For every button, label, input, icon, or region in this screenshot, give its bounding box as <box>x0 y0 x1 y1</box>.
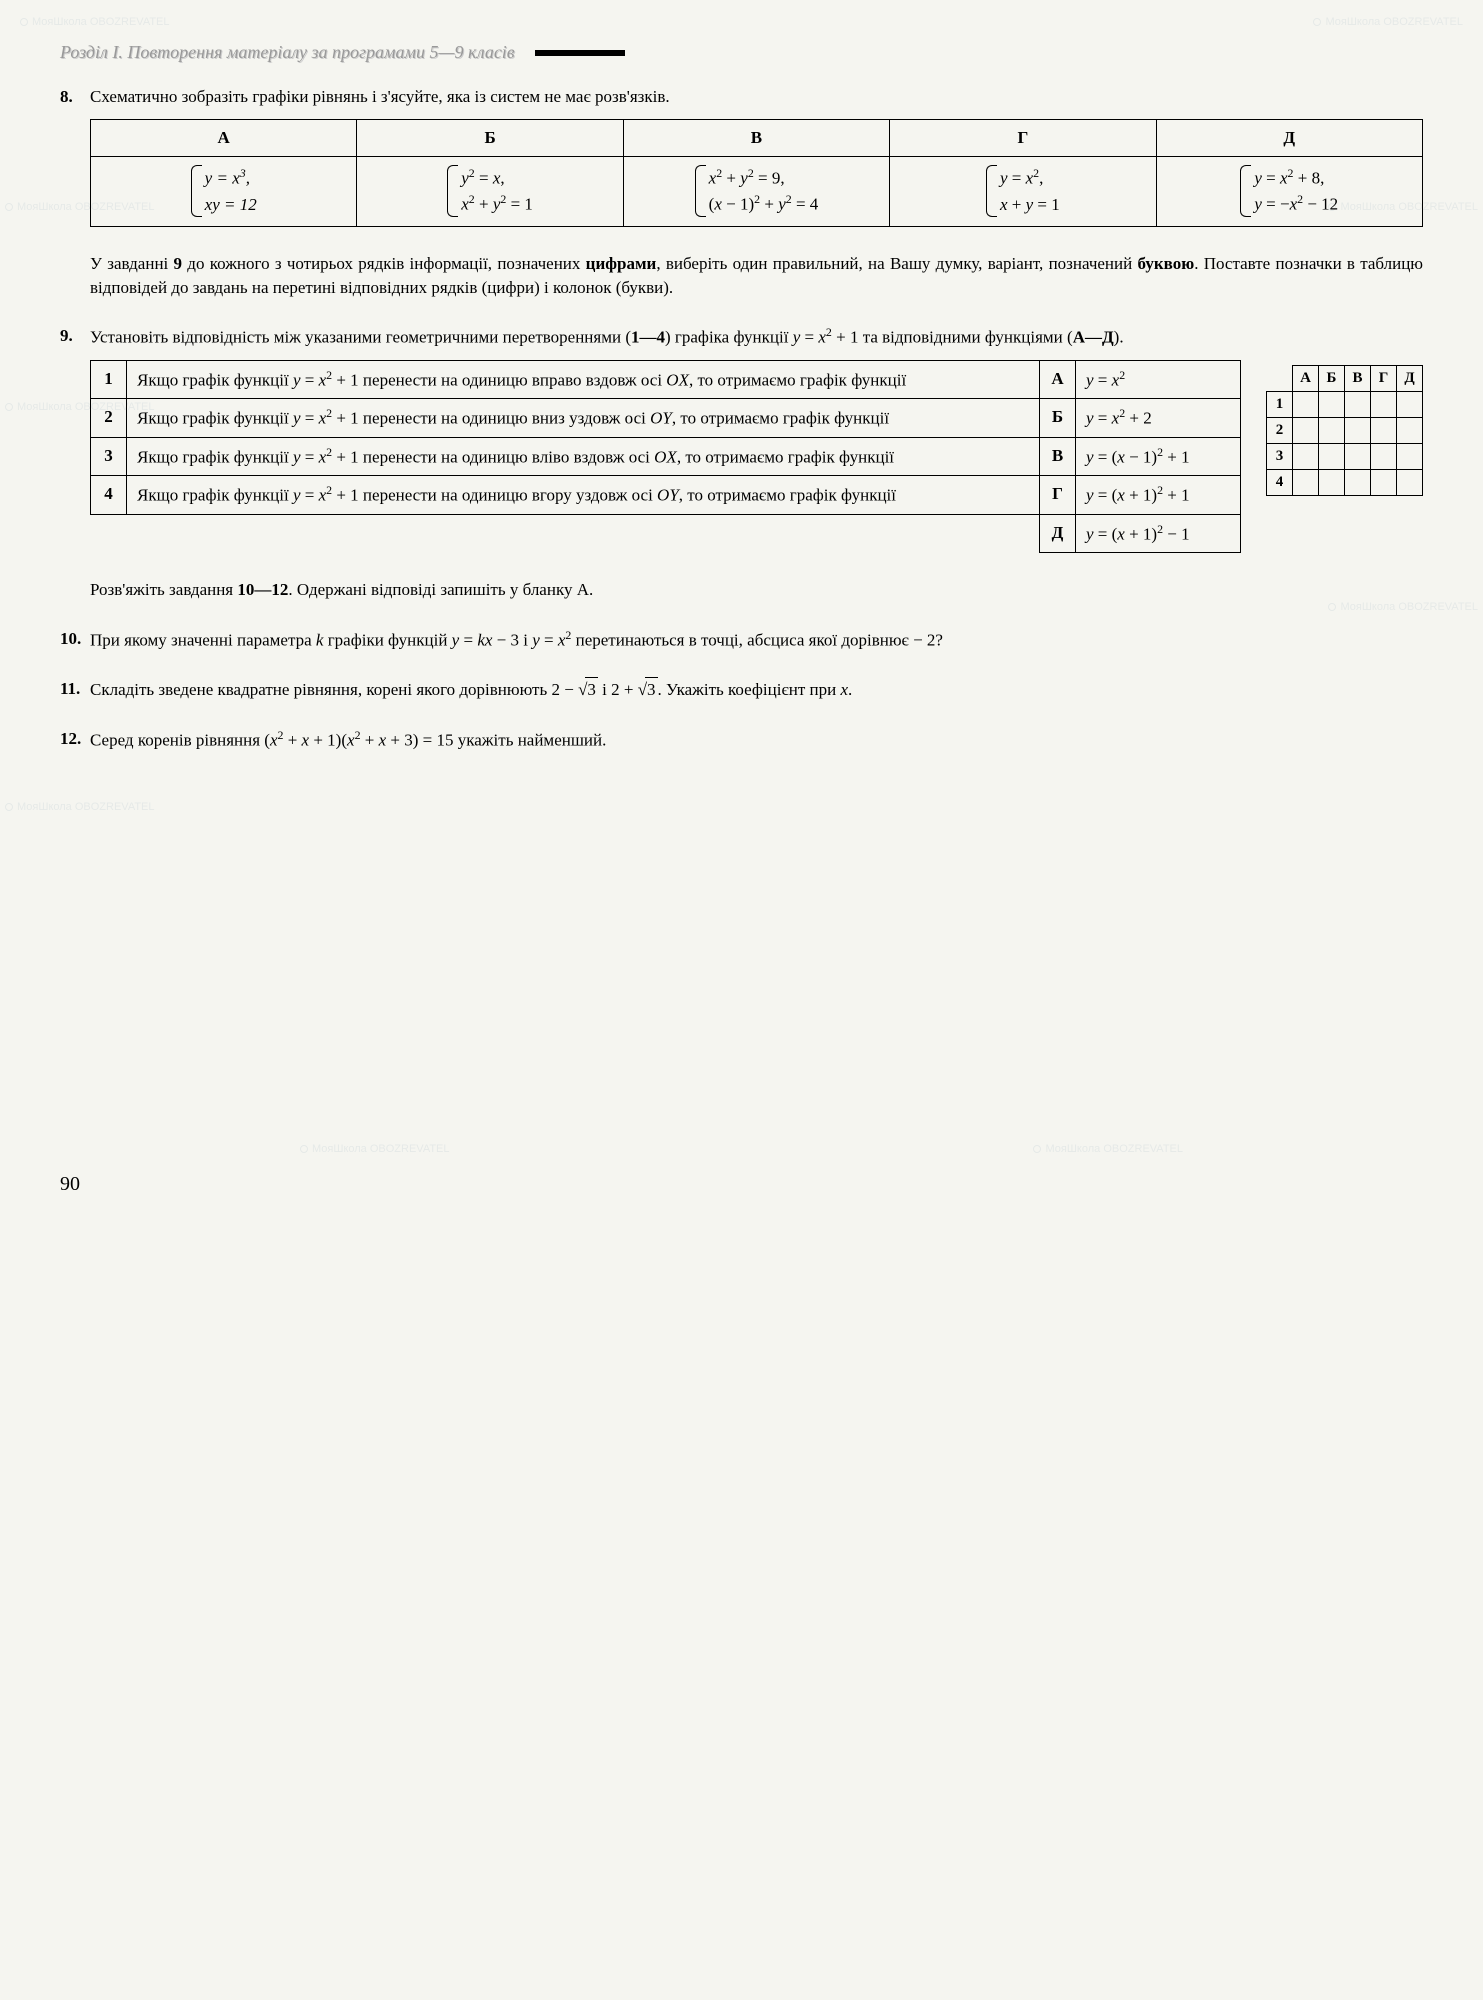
section-title: Розділ І. Повторення матеріалу за програ… <box>60 40 515 65</box>
system-cell: y = x2 + 8, y = −x2 − 12 <box>1156 156 1422 226</box>
header-bar <box>535 50 625 56</box>
row-desc: Якщо графік функції y = x2 + 1 перенести… <box>127 476 1040 514</box>
intro-text-10-12: Розв'яжіть завдання 10—12. Одержані відп… <box>60 578 1423 602</box>
table-row: 1 Якщо графік функції y = x2 + 1 перене­… <box>91 360 1241 398</box>
grid-row: 3 <box>1267 443 1293 469</box>
grid-cell[interactable] <box>1371 469 1397 495</box>
grid-col: Д <box>1397 365 1423 391</box>
table-q8: А Б В Г Д y = x3, xy = 12 y2 = x, x2 + y… <box>90 119 1423 227</box>
section-header: Розділ І. Повторення матеріалу за програ… <box>60 40 1423 65</box>
problem-number: 12. <box>60 727 81 751</box>
problem-text: Схематично зобразіть графіки рівнянь і з… <box>90 85 1423 109</box>
grid-cell[interactable] <box>1345 391 1371 417</box>
equation: y = x2 + 8, <box>1254 165 1338 191</box>
answer-letter: В <box>1040 437 1076 475</box>
equation: y = −x2 − 12 <box>1254 191 1338 217</box>
table-row: 4 Якщо графік функції y = x2 + 1 перенес… <box>91 476 1241 514</box>
grid-cell[interactable] <box>1319 417 1345 443</box>
grid-cell[interactable] <box>1371 443 1397 469</box>
grid-cell[interactable] <box>1293 443 1319 469</box>
col-header: Б <box>357 119 623 156</box>
grid-cell[interactable] <box>1319 391 1345 417</box>
problem-number: 8. <box>60 85 73 109</box>
watermark: МояШкола OBOZREVATEL <box>20 15 170 30</box>
system-cell: y = x3, xy = 12 <box>91 156 357 226</box>
grid-cell[interactable] <box>1397 417 1423 443</box>
problem-9: 9. Установіть відповідність між указаним… <box>60 324 1423 553</box>
grid-cell[interactable] <box>1293 469 1319 495</box>
problem-text: При якому значенні параметра k графіки ф… <box>90 627 1423 652</box>
table-row: 3 Якщо графік функції y = x2 + 1 перенес… <box>91 437 1241 475</box>
col-header: Д <box>1156 119 1422 156</box>
table-row: 2 Якщо графік функції y = x2 + 1 перенес… <box>91 399 1241 437</box>
page-number: 90 <box>60 1170 80 1198</box>
watermark: МояШкола OBOZREVATEL <box>1328 600 1478 615</box>
row-desc: Якщо графік функції y = x2 + 1 перенести… <box>127 437 1040 475</box>
equation: x + y = 1 <box>1000 192 1060 218</box>
grid-cell[interactable] <box>1319 469 1345 495</box>
problem-8: 8. Схематично зобразіть графіки рівнянь … <box>60 85 1423 227</box>
system-cell: x2 + y2 = 9, (x − 1)2 + y2 = 4 <box>623 156 889 226</box>
equation: y = x3, <box>205 165 257 191</box>
grid-col: Г <box>1371 365 1397 391</box>
row-number: 2 <box>91 399 127 437</box>
intro-text-9: У завданні 9 до кожного з чотирьох рядкі… <box>60 252 1423 300</box>
answer-letter: Г <box>1040 476 1076 514</box>
col-header: В <box>623 119 889 156</box>
problem-number: 9. <box>60 324 73 348</box>
answer-letter: Б <box>1040 399 1076 437</box>
answer-func: y = x2 + 2 <box>1076 399 1241 437</box>
grid-cell[interactable] <box>1293 391 1319 417</box>
system-cell: y2 = x, x2 + y2 = 1 <box>357 156 623 226</box>
grid-cell[interactable] <box>1371 417 1397 443</box>
grid-cell[interactable] <box>1397 469 1423 495</box>
grid-col: В <box>1345 365 1371 391</box>
problem-number: 10. <box>60 627 81 651</box>
answer-func: y = (x + 1)2 − 1 <box>1076 514 1241 552</box>
answer-letter: Д <box>1040 514 1076 552</box>
answer-letter: А <box>1040 360 1076 398</box>
grid-row: 2 <box>1267 417 1293 443</box>
problem-12: 12. Серед коренів рівняння (x2 + x + 1)(… <box>60 727 1423 752</box>
grid-col: Б <box>1319 365 1345 391</box>
watermark: МояШкола OBOZREVATEL <box>1313 15 1463 30</box>
answer-grid: А Б В Г Д 1 2 3 4 <box>1266 365 1423 496</box>
grid-row: 1 <box>1267 391 1293 417</box>
system-cell: y = x2, x + y = 1 <box>890 156 1156 226</box>
row-desc: Якщо графік функції y = x2 + 1 перене­ст… <box>127 360 1040 398</box>
problem-number: 11. <box>60 677 80 701</box>
grid-row: 4 <box>1267 469 1293 495</box>
grid-cell[interactable] <box>1345 443 1371 469</box>
grid-cell[interactable] <box>1345 469 1371 495</box>
answer-func: y = (x + 1)2 + 1 <box>1076 476 1241 514</box>
grid-cell[interactable] <box>1293 417 1319 443</box>
problem-text: Складіть зведене квадратне рівняння, кор… <box>90 677 1423 702</box>
problem-text: Установіть відповідність між указаними г… <box>90 324 1423 349</box>
equation: x2 + y2 = 1 <box>461 191 533 217</box>
row-number: 1 <box>91 360 127 398</box>
grid-cell[interactable] <box>1371 391 1397 417</box>
row-desc: Якщо графік функції y = x2 + 1 перенести… <box>127 399 1040 437</box>
col-header: А <box>91 119 357 156</box>
problem-text: Серед коренів рівняння (x2 + x + 1)(x2 +… <box>90 727 1423 752</box>
equation: y2 = x, <box>461 165 533 191</box>
answer-func: y = x2 <box>1076 360 1241 398</box>
problem-11: 11. Складіть зведене квадратне рівняння,… <box>60 677 1423 702</box>
grid-cell[interactable] <box>1319 443 1345 469</box>
row-number: 4 <box>91 476 127 514</box>
grid-cell[interactable] <box>1397 391 1423 417</box>
equation: y = x2, <box>1000 165 1060 191</box>
equation: xy = 12 <box>205 192 257 218</box>
equation: x2 + y2 = 9, <box>709 165 819 191</box>
problem-10: 10. При якому значенні параметра k графі… <box>60 627 1423 652</box>
table-q9: 1 Якщо графік функції y = x2 + 1 перене­… <box>90 360 1241 553</box>
equation: (x − 1)2 + y2 = 4 <box>709 191 819 217</box>
grid-col: А <box>1293 365 1319 391</box>
grid-cell[interactable] <box>1345 417 1371 443</box>
table-row: Д y = (x + 1)2 − 1 <box>91 514 1241 552</box>
col-header: Г <box>890 119 1156 156</box>
row-number: 3 <box>91 437 127 475</box>
answer-func: y = (x − 1)2 + 1 <box>1076 437 1241 475</box>
grid-cell[interactable] <box>1397 443 1423 469</box>
